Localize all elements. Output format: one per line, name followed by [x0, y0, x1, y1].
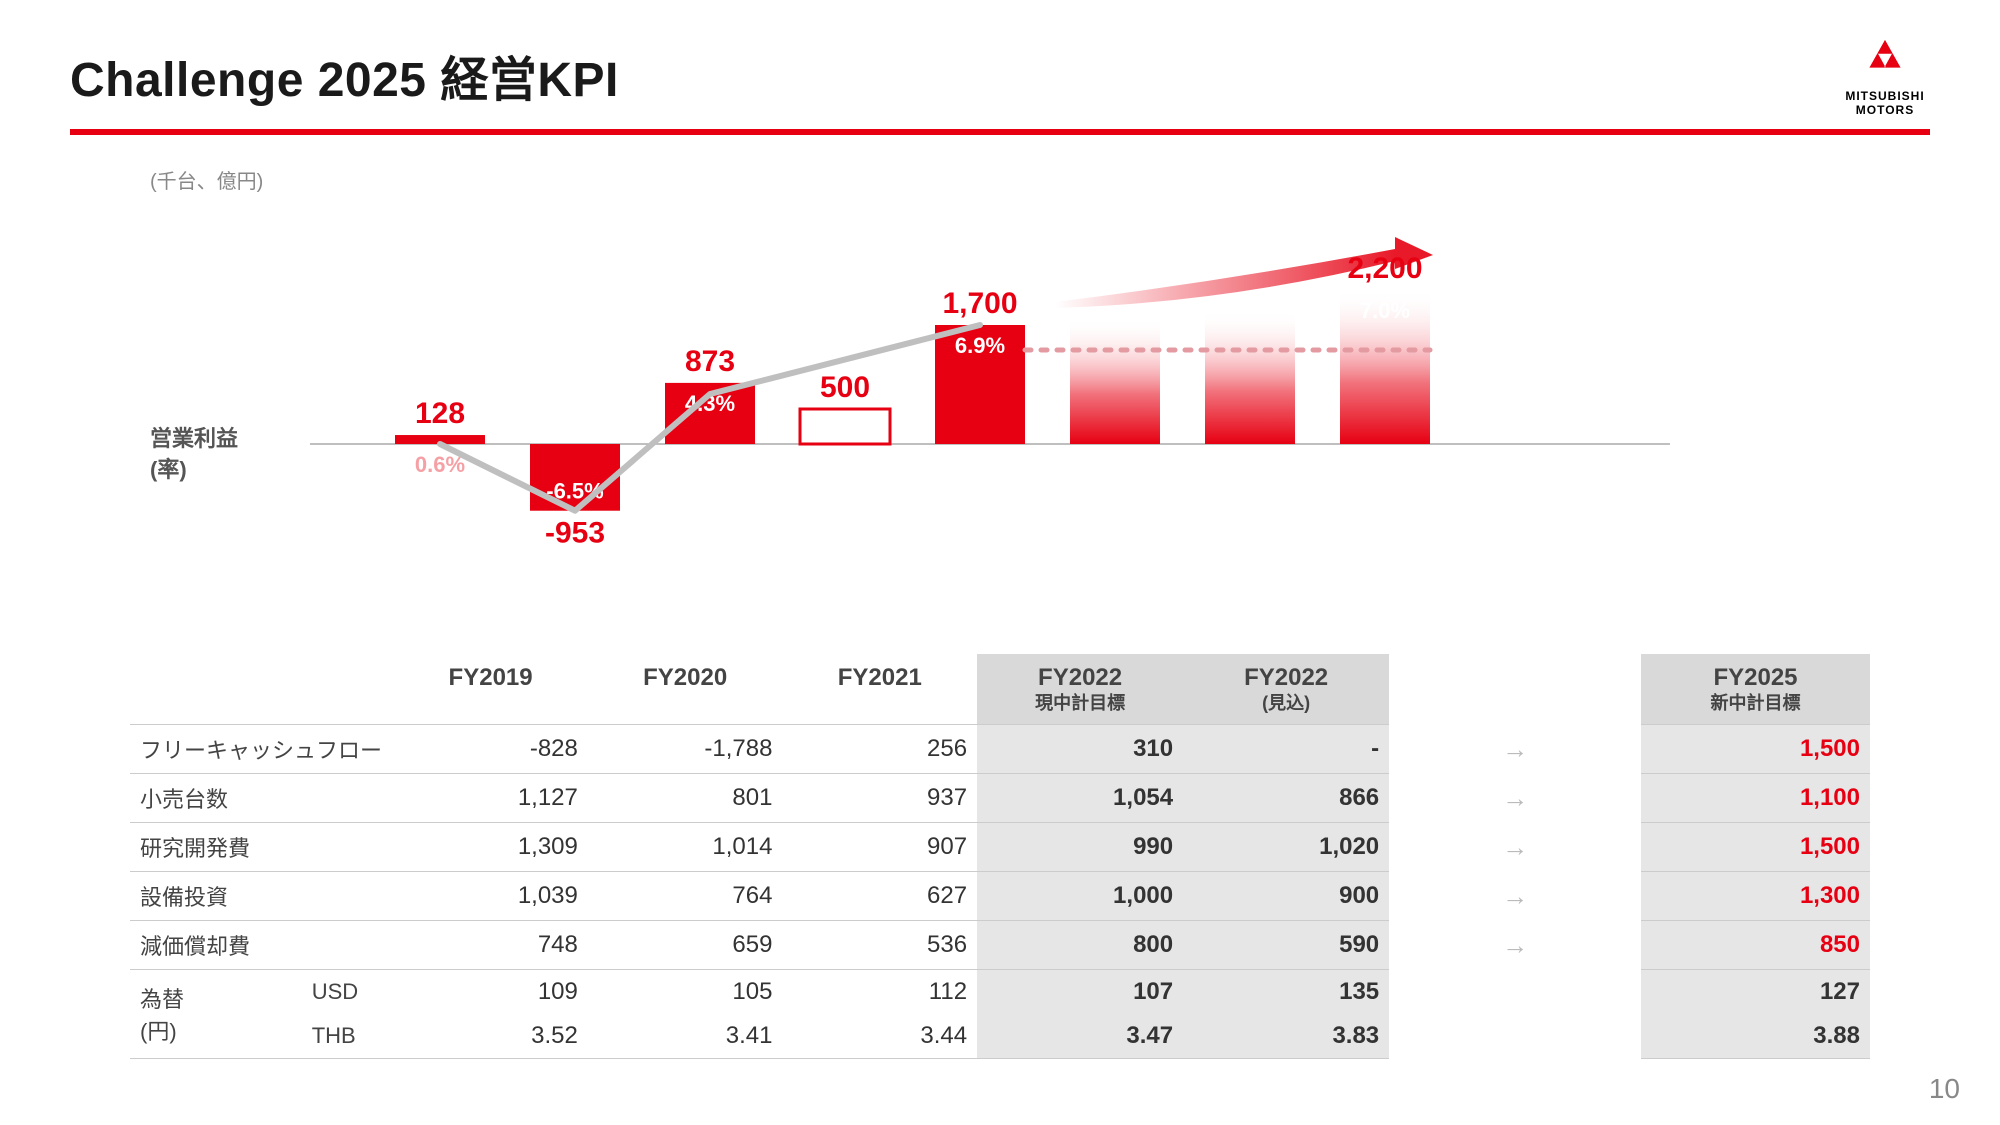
table-cell: 748	[393, 921, 588, 970]
table-cell: 107	[977, 970, 1183, 1015]
table-cell: -828	[393, 725, 588, 774]
table-cell: 850	[1641, 921, 1870, 970]
table-cell: 900	[1183, 872, 1389, 921]
table-cell: →	[1389, 725, 1641, 774]
table-cell: 536	[782, 921, 977, 970]
table-cell: 1,014	[588, 823, 783, 872]
table-cell: 937	[782, 774, 977, 823]
page-title: Challenge 2025 経営KPI	[70, 40, 619, 110]
table-cell: 3.41	[588, 1014, 783, 1059]
table-cell: 866	[1183, 774, 1389, 823]
table-cell: 3.88	[1641, 1014, 1870, 1059]
table-cell	[1389, 1014, 1641, 1059]
table-cell: -	[1183, 725, 1389, 774]
table-cell: 1,039	[393, 872, 588, 921]
svg-text:873: 873	[685, 345, 735, 378]
table-cell: 109	[393, 970, 588, 1015]
table-row: THB3.523.413.443.473.833.88	[130, 1014, 1870, 1059]
unit-note: (千台、億円)	[150, 165, 1930, 194]
title-underline	[70, 129, 1930, 135]
table-cell: 1,127	[393, 774, 588, 823]
table-cell: 627	[782, 872, 977, 921]
table-cell: 256	[782, 725, 977, 774]
table-header: FY2021	[782, 654, 977, 725]
brand-logo-text: MITSUBISHI MOTORS	[1840, 89, 1930, 117]
table-cell: 1,054	[977, 774, 1183, 823]
table-cell: 127	[1641, 970, 1870, 1015]
mitsubishi-logo-icon	[1855, 40, 1915, 82]
table-cell: 1,500	[1641, 823, 1870, 872]
page-number: 10	[1929, 1073, 1960, 1105]
table-row: 減価償却費748659536800590→850	[130, 921, 1870, 970]
svg-text:128: 128	[415, 397, 465, 430]
svg-text:500: 500	[820, 371, 870, 404]
table-cell: 1,500	[1641, 725, 1870, 774]
table-header: FY2022現中計目標	[977, 654, 1183, 725]
table-row: 為替(円)USD109105112107135127	[130, 970, 1870, 1015]
table-cell: →	[1389, 774, 1641, 823]
table-cell: 135	[1183, 970, 1389, 1015]
table-row: フリーキャッシュフロー-828-1,788256310-→1,500	[130, 725, 1870, 774]
table-cell: 764	[588, 872, 783, 921]
table-row: 研究開発費1,3091,0149079901,020→1,500	[130, 823, 1870, 872]
table-cell: 1,300	[1641, 872, 1870, 921]
table-cell: →	[1389, 921, 1641, 970]
table-cell: 3.83	[1183, 1014, 1389, 1059]
chart-svg: 1280.6%-953-6.5%8734.3%5001,7006.9%2,200…	[70, 194, 1870, 624]
table-header: FY2025新中計目標	[1641, 654, 1870, 725]
table-header: FY2020	[588, 654, 783, 725]
table-cell: 105	[588, 970, 783, 1015]
table-cell: 1,100	[1641, 774, 1870, 823]
table-cell: 800	[977, 921, 1183, 970]
svg-text:-953: -953	[545, 517, 605, 550]
table-cell: 659	[588, 921, 783, 970]
table-cell: →	[1389, 823, 1641, 872]
svg-text:7.0%: 7.0%	[1360, 298, 1410, 323]
table-cell: 3.52	[393, 1014, 588, 1059]
table-cell: 3.47	[977, 1014, 1183, 1059]
operating-profit-chart: 営業利益(率) 1280.6%-953-6.5%8734.3%5001,7006…	[70, 194, 1930, 624]
table-cell: 590	[1183, 921, 1389, 970]
table-cell: 907	[782, 823, 977, 872]
table-cell: 1,000	[977, 872, 1183, 921]
kpi-table: FY2019FY2020FY2021FY2022現中計目標FY2022(見込) F…	[130, 654, 1870, 1059]
table-row: 設備投資1,0397646271,000900→1,300	[130, 872, 1870, 921]
table-cell: 112	[782, 970, 977, 1015]
table-cell: 801	[588, 774, 783, 823]
table-cell: 1,020	[1183, 823, 1389, 872]
table-cell: 310	[977, 725, 1183, 774]
table-cell: 1,309	[393, 823, 588, 872]
svg-text:6.9%: 6.9%	[955, 333, 1005, 358]
table-row: 小売台数1,1278019371,054866→1,100	[130, 774, 1870, 823]
table-cell: 990	[977, 823, 1183, 872]
table-cell: 3.44	[782, 1014, 977, 1059]
table-cell: →	[1389, 872, 1641, 921]
brand-logo: MITSUBISHI MOTORS	[1840, 40, 1930, 117]
table-header: FY2022(見込)	[1183, 654, 1389, 725]
table-header: FY2019	[393, 654, 588, 725]
table-cell: -1,788	[588, 725, 783, 774]
table-cell	[1389, 970, 1641, 1015]
svg-text:1,700: 1,700	[942, 287, 1017, 320]
table-header	[1389, 654, 1641, 725]
